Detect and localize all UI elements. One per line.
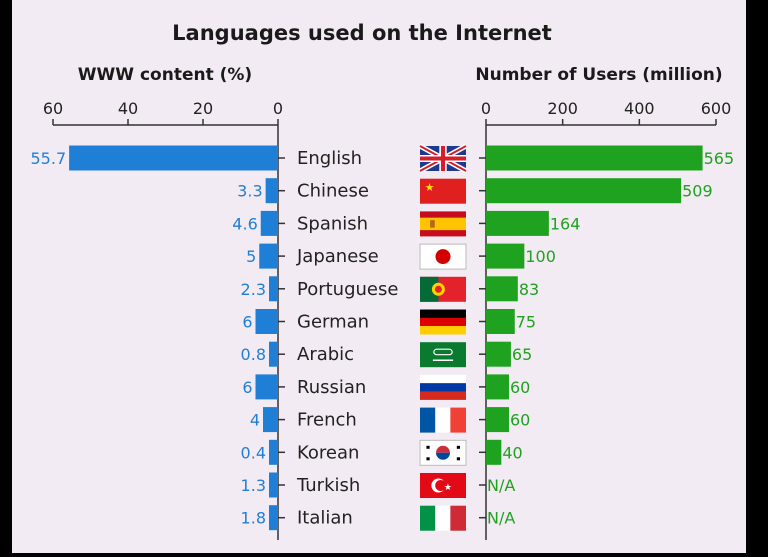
right-value-label: 100 bbox=[525, 247, 556, 266]
right-tick-label: 600 bbox=[701, 99, 732, 118]
right-value-label: 60 bbox=[510, 378, 530, 397]
category-label: German bbox=[297, 312, 369, 333]
left-bar bbox=[269, 472, 278, 498]
left-value-label: 6 bbox=[242, 313, 252, 332]
right-value-label: 60 bbox=[510, 411, 530, 430]
left-tick-label: 20 bbox=[193, 99, 213, 118]
italy-flag bbox=[420, 505, 466, 531]
category-label: Portuguese bbox=[297, 279, 398, 300]
left-tick-label: 0 bbox=[273, 99, 283, 118]
category-label: Russian bbox=[297, 377, 366, 398]
left-value-label: 4.6 bbox=[232, 214, 257, 233]
category-label: Korean bbox=[297, 442, 359, 463]
right-axis-title: Number of Users (million) bbox=[475, 65, 722, 85]
right-bar bbox=[486, 439, 502, 465]
category-label: Japanese bbox=[296, 246, 379, 267]
left-bar bbox=[269, 505, 278, 531]
china-flag: ★ bbox=[420, 178, 466, 204]
germany-flag bbox=[420, 309, 466, 335]
portugal-flag bbox=[420, 276, 466, 302]
right-value-label: N/A bbox=[487, 476, 515, 495]
left-bar bbox=[269, 439, 278, 465]
svg-text:★: ★ bbox=[444, 483, 452, 493]
left-bar bbox=[265, 178, 278, 204]
right-bar bbox=[486, 210, 549, 236]
left-value-label: 2.3 bbox=[241, 280, 266, 299]
category-label: Chinese bbox=[297, 181, 369, 202]
left-bar bbox=[269, 276, 278, 302]
right-bar bbox=[486, 309, 515, 334]
left-value-label: 0.4 bbox=[241, 443, 266, 462]
turkey-flag: ★ bbox=[420, 473, 466, 498]
left-value-label: 5 bbox=[246, 247, 256, 266]
left-bar bbox=[259, 243, 278, 269]
left-bar bbox=[255, 309, 278, 334]
right-value-label: 164 bbox=[550, 214, 581, 233]
south-korea-flag bbox=[419, 439, 467, 466]
right-bar bbox=[486, 276, 518, 302]
category-label: Italian bbox=[297, 508, 353, 529]
category-label: French bbox=[297, 410, 357, 431]
left-value-label: 55.7 bbox=[31, 149, 67, 168]
left-value-label: 4 bbox=[250, 411, 260, 430]
right-value-label: 83 bbox=[519, 280, 539, 299]
japan-flag bbox=[419, 243, 467, 270]
left-tick-label: 60 bbox=[43, 99, 63, 118]
right-bar bbox=[486, 407, 509, 433]
right-bar bbox=[486, 341, 511, 367]
left-bars: 55.7 3.3 4.6 5 2.3 6 0.8 6 4 0.4 1.3 1.8 bbox=[31, 145, 278, 531]
left-bar bbox=[69, 145, 278, 171]
category-label: Spanish bbox=[297, 213, 368, 234]
category-label: Arabic bbox=[297, 344, 354, 365]
left-value-label: 1.8 bbox=[241, 509, 266, 528]
category-label: Turkish bbox=[296, 475, 360, 496]
right-value-label: 75 bbox=[516, 313, 536, 332]
right-value-label: N/A bbox=[487, 509, 515, 528]
right-bar bbox=[486, 145, 703, 171]
left-bar bbox=[263, 407, 278, 433]
right-bar bbox=[486, 374, 509, 400]
russia-flag bbox=[420, 374, 466, 400]
right-value-label: 565 bbox=[704, 149, 735, 168]
right-value-label: 509 bbox=[682, 182, 713, 201]
right-value-label: 40 bbox=[502, 443, 522, 462]
left-value-label: 3.3 bbox=[237, 182, 262, 201]
left-value-label: 0.8 bbox=[241, 345, 266, 364]
left-bar bbox=[260, 210, 278, 236]
category-labels: English Chinese Spanish Japanese Portuguese G… bbox=[296, 148, 398, 529]
left-axis-title: WWW content (%) bbox=[78, 65, 252, 85]
spain-flag bbox=[420, 211, 466, 237]
category-label: English bbox=[297, 148, 362, 169]
flags: ★★ bbox=[418, 143, 468, 531]
left-tick-label: 40 bbox=[118, 99, 138, 118]
right-tick-label: 0 bbox=[481, 99, 491, 118]
france-flag bbox=[420, 407, 466, 433]
svg-text:★: ★ bbox=[425, 181, 435, 194]
right-tick-label: 400 bbox=[624, 99, 655, 118]
left-bar bbox=[269, 341, 278, 367]
right-tick-label: 200 bbox=[547, 99, 578, 118]
right-bars: 565 509 164 100 83 75 65 60 60 40 N/A N/A bbox=[486, 145, 735, 528]
chart-title: Languages used on the Internet bbox=[172, 21, 552, 45]
chart-background bbox=[12, 0, 746, 553]
right-value-label: 65 bbox=[512, 345, 532, 364]
uk-flag bbox=[418, 143, 468, 174]
right-bar bbox=[486, 243, 525, 269]
left-value-label: 1.3 bbox=[241, 476, 266, 495]
left-value-label: 6 bbox=[242, 378, 252, 397]
left-bar bbox=[255, 374, 278, 400]
saudi-arabia-flag bbox=[420, 342, 466, 368]
right-bar bbox=[486, 178, 682, 204]
